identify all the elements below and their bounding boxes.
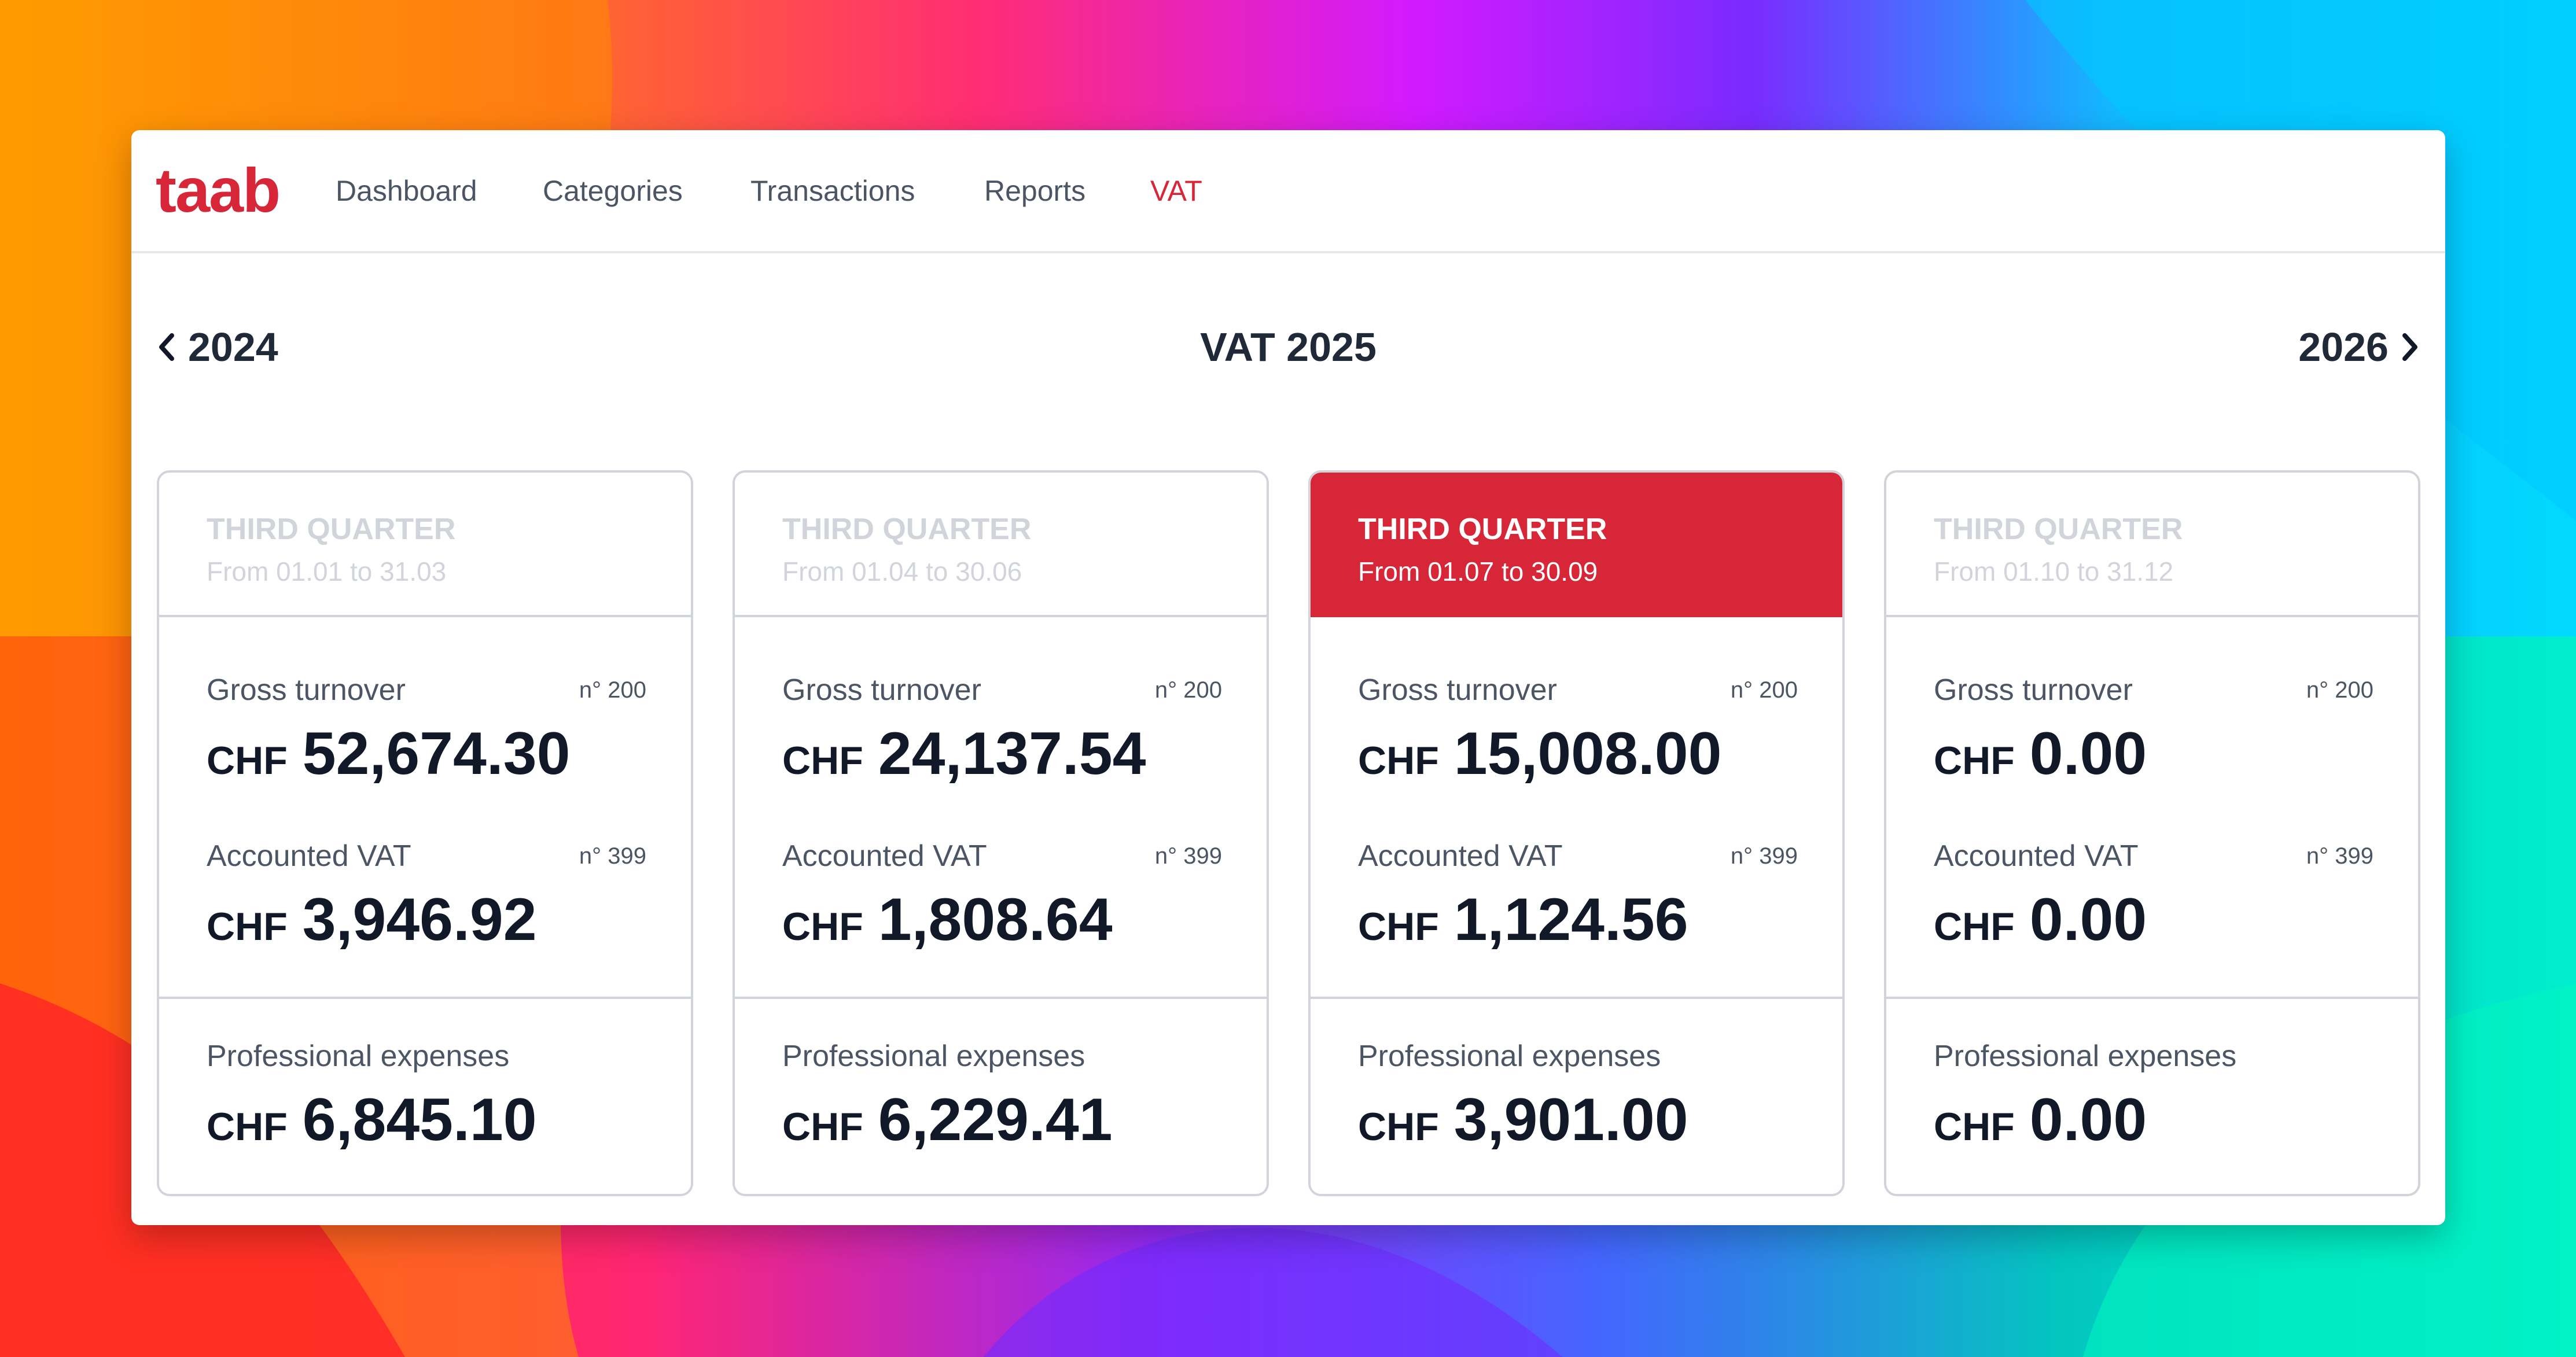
accounted-vat-label: Accounted VAT [1358, 839, 1563, 873]
professional-expenses-value: CHF 0.00 [1934, 1090, 2147, 1150]
accounted-vat-value: CHF 1,808.64 [782, 890, 1113, 950]
next-year-label: 2026 [2298, 325, 2389, 370]
currency-label: CHF [1358, 1105, 1439, 1149]
accounted-vat-label: Accounted VAT [207, 839, 411, 873]
quarter-title: THIRD QUARTER [1934, 512, 2183, 546]
amount: 52,674.30 [302, 720, 571, 787]
app-window: taab Dashboard Categories Transactions R… [131, 130, 2445, 1225]
gross-turnover-code: n° 200 [579, 677, 646, 703]
accounted-vat-value: CHF 3,946.92 [207, 890, 537, 950]
gross-turnover-code: n° 200 [1154, 677, 1222, 703]
currency-label: CHF [1934, 905, 2015, 949]
accounted-vat-code: n° 399 [1154, 843, 1222, 869]
gross-turnover-label: Gross turnover [782, 673, 981, 707]
gross-turnover-label: Gross turnover [207, 673, 406, 707]
accounted-vat-value: CHF 1,124.56 [1358, 890, 1688, 950]
next-year-button[interactable]: 2026 [2298, 321, 2422, 373]
currency-label: CHF [207, 739, 288, 783]
quarter-card-header[interactable]: THIRD QUARTER From 01.10 to 31.12 [1886, 473, 2418, 617]
amount: 3,946.92 [302, 886, 537, 953]
card-divider [159, 997, 691, 999]
accounted-vat-code: n° 399 [1730, 843, 1798, 869]
amount: 1,124.56 [1453, 886, 1688, 953]
nav-categories[interactable]: Categories [543, 175, 683, 207]
professional-expenses-value: CHF 6,229.41 [782, 1090, 1113, 1150]
nav-transactions[interactable]: Transactions [750, 175, 915, 207]
quarter-date-range: From 01.04 to 30.06 [782, 556, 1022, 587]
quarter-card-header[interactable]: THIRD QUARTER From 01.07 to 30.09 [1311, 473, 1842, 617]
nav-vat[interactable]: VAT [1150, 175, 1202, 207]
quarter-card-q2[interactable]: THIRD QUARTER From 01.04 to 30.06 Gross … [733, 470, 1269, 1196]
amount: 3,901.00 [1453, 1086, 1688, 1153]
page-title: VAT 2025 [1200, 325, 1377, 370]
card-divider [1886, 997, 2418, 999]
accounted-vat-code: n° 399 [579, 843, 646, 869]
nav-reports[interactable]: Reports [984, 175, 1086, 207]
amount: 6,229.41 [878, 1086, 1113, 1153]
professional-expenses-value: CHF 6,845.10 [207, 1090, 537, 1150]
quarter-date-range: From 01.10 to 31.12 [1934, 556, 2174, 587]
accounted-vat-code: n° 399 [2306, 843, 2373, 869]
gross-turnover-value: CHF 0.00 [1934, 724, 2147, 784]
currency-label: CHF [782, 1105, 863, 1149]
currency-label: CHF [207, 1105, 288, 1149]
quarter-title: THIRD QUARTER [1358, 512, 1607, 546]
card-divider [1311, 997, 1842, 999]
quarter-card-header[interactable]: THIRD QUARTER From 01.04 to 30.06 [735, 473, 1267, 617]
quarter-card-header[interactable]: THIRD QUARTER From 01.01 to 31.03 [159, 473, 691, 617]
currency-label: CHF [1358, 905, 1439, 949]
amount: 15,008.00 [1453, 720, 1722, 787]
quarter-cards: THIRD QUARTER From 01.01 to 31.03 Gross … [157, 470, 2420, 1196]
professional-expenses-label: Professional expenses [1358, 1039, 1661, 1073]
amount: 0.00 [2029, 720, 2147, 787]
prev-year-label: 2024 [188, 325, 278, 370]
amount: 6,845.10 [302, 1086, 537, 1153]
quarter-card-q1[interactable]: THIRD QUARTER From 01.01 to 31.03 Gross … [157, 470, 693, 1196]
year-navigation: VAT 2025 2024 2026 [131, 321, 2445, 373]
quarter-title: THIRD QUARTER [782, 512, 1032, 546]
amount: 1,808.64 [878, 886, 1113, 953]
chevron-right-icon [2402, 333, 2417, 361]
quarter-card-q3[interactable]: THIRD QUARTER From 01.07 to 30.09 Gross … [1308, 470, 1845, 1196]
quarter-date-range: From 01.01 to 31.03 [207, 556, 447, 587]
quarter-card-q4[interactable]: THIRD QUARTER From 01.10 to 31.12 Gross … [1884, 470, 2420, 1196]
gross-turnover-value: CHF 52,674.30 [207, 724, 570, 784]
currency-label: CHF [1934, 1105, 2015, 1149]
professional-expenses-label: Professional expenses [207, 1039, 510, 1073]
professional-expenses-value: CHF 3,901.00 [1358, 1090, 1688, 1150]
currency-label: CHF [1358, 739, 1439, 783]
accounted-vat-label: Accounted VAT [1934, 839, 2139, 873]
gross-turnover-label: Gross turnover [1934, 673, 2133, 707]
gross-turnover-code: n° 200 [1730, 677, 1798, 703]
quarter-title: THIRD QUARTER [207, 512, 456, 546]
gross-turnover-value: CHF 24,137.54 [782, 724, 1146, 784]
gross-turnover-code: n° 200 [2306, 677, 2373, 703]
chevron-left-icon [159, 333, 174, 361]
gross-turnover-label: Gross turnover [1358, 673, 1557, 707]
amount: 24,137.54 [878, 720, 1146, 787]
professional-expenses-label: Professional expenses [1934, 1039, 2237, 1073]
nav-dashboard[interactable]: Dashboard [336, 175, 477, 207]
card-divider [735, 997, 1267, 999]
amount: 0.00 [2029, 1086, 2147, 1153]
currency-label: CHF [782, 739, 863, 783]
amount: 0.00 [2029, 886, 2147, 953]
quarter-date-range: From 01.07 to 30.09 [1358, 556, 1598, 587]
gross-turnover-value: CHF 15,008.00 [1358, 724, 1721, 784]
prev-year-button[interactable]: 2024 [154, 321, 278, 373]
professional-expenses-label: Professional expenses [782, 1039, 1085, 1073]
currency-label: CHF [1934, 739, 2015, 783]
top-navbar: taab Dashboard Categories Transactions R… [131, 130, 2445, 253]
accounted-vat-value: CHF 0.00 [1934, 890, 2147, 950]
currency-label: CHF [207, 905, 288, 949]
accounted-vat-label: Accounted VAT [782, 839, 987, 873]
app-logo[interactable]: taab [156, 155, 281, 225]
currency-label: CHF [782, 905, 863, 949]
